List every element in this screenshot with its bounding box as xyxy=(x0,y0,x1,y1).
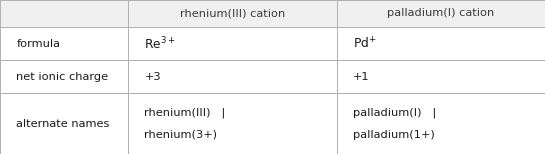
Bar xyxy=(0,0,128,27)
Text: formula: formula xyxy=(16,38,60,49)
Text: rhenium(3+): rhenium(3+) xyxy=(144,130,217,140)
Bar xyxy=(0,60,128,93)
Text: net ionic charge: net ionic charge xyxy=(16,72,108,82)
Bar xyxy=(337,27,545,60)
Text: +1: +1 xyxy=(353,72,370,82)
Text: rhenium(III)   |: rhenium(III) | xyxy=(144,107,226,118)
Bar xyxy=(337,60,545,93)
Bar xyxy=(128,27,337,60)
Text: palladium(1+): palladium(1+) xyxy=(353,130,435,140)
Bar xyxy=(0,27,128,60)
Bar xyxy=(337,93,545,154)
Text: alternate names: alternate names xyxy=(16,119,110,129)
Text: $\mathregular{Pd}^{+}$: $\mathregular{Pd}^{+}$ xyxy=(353,36,377,51)
Text: palladium(I)   |: palladium(I) | xyxy=(353,107,437,118)
Bar xyxy=(128,93,337,154)
Bar xyxy=(128,60,337,93)
Text: +3: +3 xyxy=(144,72,161,82)
Bar xyxy=(0,93,128,154)
Text: rhenium(III) cation: rhenium(III) cation xyxy=(180,8,285,18)
Text: palladium(I) cation: palladium(I) cation xyxy=(387,8,494,18)
Bar xyxy=(337,0,545,27)
Text: $\mathregular{Re}^{3+}$: $\mathregular{Re}^{3+}$ xyxy=(144,35,176,52)
Bar xyxy=(128,0,337,27)
